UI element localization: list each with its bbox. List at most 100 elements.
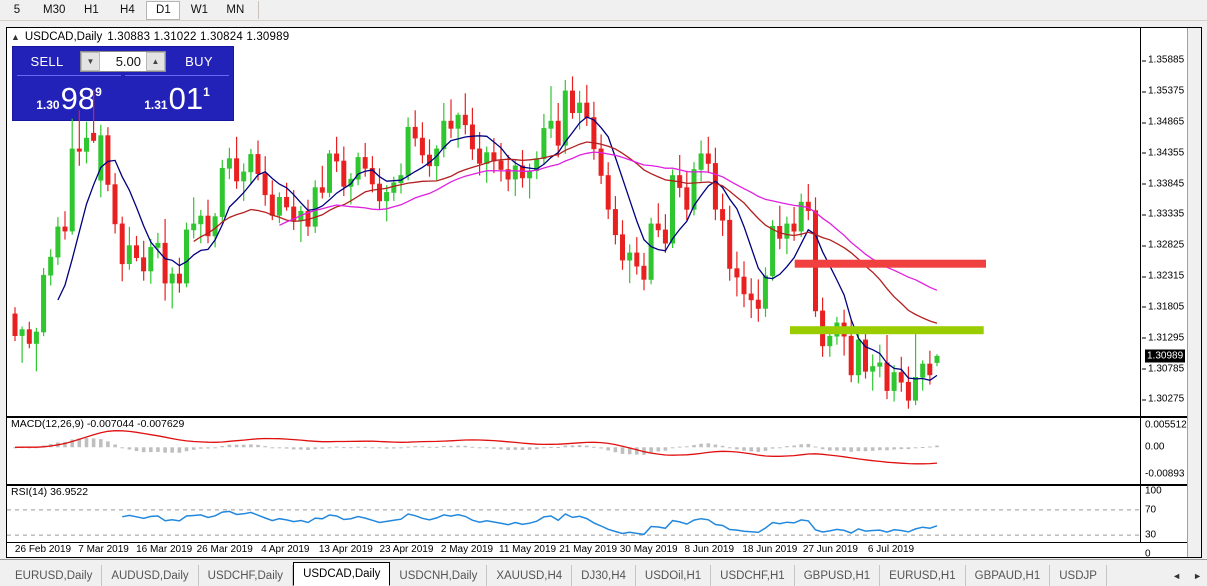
ma-fast-line (57, 116, 938, 382)
timeframe-button-h4[interactable]: H4 (120, 4, 135, 16)
resistance-line (794, 259, 986, 268)
one-click-trading-panel[interactable]: SELL ▼ 5.00 ▲ BUY 1.30 98 9 1.31 01 1 (12, 46, 234, 121)
chart-canvas[interactable]: ▲ USDCAD,Daily 1.30883 1.31022 1.30824 1… (6, 27, 1202, 560)
chart-tab-gbpusd-h1[interactable]: GBPUSD,H1 (795, 565, 881, 586)
timeframe-button-mn[interactable]: MN (226, 4, 245, 16)
toolbar-divider (258, 1, 260, 19)
timeframe-button-w1[interactable]: W1 (190, 4, 208, 16)
timeframe-toolbar: 5 M30 H1 H4 D1 W1 MN (0, 0, 1207, 21)
timeframe-button-5[interactable]: 5 (13, 4, 21, 16)
ma-mid-line (193, 141, 938, 324)
price-tick: 1.35375 (1142, 86, 1184, 97)
tick-mark (1142, 276, 1146, 278)
axis-divider (1140, 28, 1141, 542)
support-line (790, 326, 984, 335)
buy-price-big: 01 (168, 81, 204, 116)
chart-tab-dj30-h4[interactable]: DJ30,H4 (572, 565, 636, 586)
scroll-left-icon[interactable]: ◄ (1172, 570, 1182, 581)
date-tick: 30 May 2019 (619, 544, 678, 555)
tick-mark (1142, 337, 1146, 339)
panel-divider-rsi (7, 484, 1188, 486)
chart-tab-xauusd-h4[interactable]: XAUUSD,H4 (487, 565, 573, 586)
chart-ohlc-values: 1.30883 1.31022 1.30824 1.30989 (107, 31, 290, 43)
macd-tick: -0.00893 (1145, 468, 1185, 480)
macd-tick: 0.00 (1145, 441, 1165, 453)
chart-tab-usdcnh-daily[interactable]: USDCNH,Daily (390, 565, 488, 586)
candlestick-series (12, 76, 940, 409)
chart-tab-usdjp[interactable]: USDJP (1050, 565, 1107, 586)
rsi-tick: 30 (1145, 529, 1157, 541)
one-click-trading-top-row: SELL ▼ 5.00 ▲ BUY (13, 47, 233, 73)
chevron-down-icon[interactable]: ▼ (81, 52, 100, 71)
date-tick: 27 Jun 2019 (802, 544, 858, 555)
macd-signal-line (14, 430, 938, 465)
rsi-label: RSI(14) 36.9522 (11, 486, 89, 498)
chevron-up-icon[interactable]: ▲ (146, 52, 165, 71)
tick-mark (1142, 399, 1146, 401)
date-tick: 8 Jun 2019 (684, 544, 735, 555)
scroll-right-icon[interactable]: ► (1193, 570, 1202, 581)
tick-mark (1142, 214, 1146, 216)
rsi-tick: 100 (1145, 485, 1162, 497)
date-tick: 7 Mar 2019 (78, 544, 129, 555)
chart-tab-usdchf-daily[interactable]: USDCHF,Daily (199, 565, 294, 586)
chart-tab-usdcad-daily[interactable]: USDCAD,Daily (293, 562, 391, 586)
date-tick: 26 Mar 2019 (196, 544, 253, 555)
date-tick: 11 May 2019 (499, 544, 557, 555)
price-plot[interactable] (7, 28, 1188, 416)
price-tick: 1.31295 (1142, 332, 1184, 343)
date-tick: 2 May 2019 (440, 544, 494, 555)
rsi-plot[interactable] (7, 486, 1188, 559)
chart-tab-usdoil-h1[interactable]: USDOil,H1 (636, 565, 712, 586)
sell-button[interactable]: SELL (30, 54, 64, 69)
price-tick: 1.31805 (1142, 301, 1184, 312)
macd-axis: 0.005512 0.00 -0.00893 (1140, 418, 1188, 483)
chart-scrollbar[interactable] (1187, 28, 1201, 557)
sell-price-display[interactable]: 1.30 98 9 (17, 75, 121, 116)
macd-histogram (13, 438, 939, 455)
buy-button[interactable]: BUY (185, 54, 213, 69)
price-tick: 1.32315 (1142, 271, 1184, 282)
buy-price-prefix: 1.31 (144, 98, 168, 112)
price-tick: 1.34865 (1142, 117, 1184, 128)
chart-tab-usdchf-h1[interactable]: USDCHF,H1 (711, 565, 795, 586)
macd-tick: 0.005512 (1145, 419, 1187, 430)
chart-symbol-label: USDCAD,Daily (24, 31, 103, 43)
ma-slow-line (279, 151, 938, 291)
rsi-tick: 0 (1145, 548, 1151, 560)
price-tick: 1.35885 (1142, 55, 1184, 66)
price-axis[interactable]: 1.35885 1.35375 1.34865 1.34355 1.33845 1.333… (1140, 28, 1188, 416)
tick-mark (1142, 60, 1146, 62)
chart-tab-gbpaud-h1[interactable]: GBPAUD,H1 (966, 565, 1051, 586)
date-tick: 4 Apr 2019 (261, 544, 310, 555)
tick-mark (1142, 122, 1146, 124)
chart-tab-audusd-daily[interactable]: AUDUSD,Daily (102, 565, 199, 586)
lot-size-input[interactable]: 5.00 (115, 54, 141, 69)
buy-price-display[interactable]: 1.31 01 1 (125, 75, 229, 116)
rsi-axis: 100 70 30 0 (1140, 485, 1188, 560)
date-tick: 23 Apr 2019 (379, 544, 434, 555)
sell-price-big: 98 (60, 81, 96, 116)
tick-mark (1142, 245, 1146, 247)
chart-header: ▲ USDCAD,Daily 1.30883 1.31022 1.30824 1… (11, 30, 289, 44)
date-tick: 16 Mar 2019 (136, 544, 193, 555)
sell-price-fraction: 9 (95, 85, 102, 99)
timeframe-button-h1[interactable]: H1 (84, 4, 99, 16)
chart-tab-eurusd-h1[interactable]: EURUSD,H1 (880, 565, 966, 586)
chart-tab-bar: EURUSD,Daily AUDUSD,Daily USDCHF,Daily USDC… (0, 559, 1207, 586)
chart-tab-eurusd-daily[interactable]: EURUSD,Daily (6, 565, 103, 586)
timeframe-button-d1[interactable]: D1 (146, 0, 181, 20)
macd-plot[interactable] (7, 418, 1188, 483)
tick-mark (1142, 152, 1146, 154)
date-tick: 18 Jun 2019 (742, 544, 798, 555)
date-axis: 26 Feb 2019 7 Mar 2019 16 Mar 2019 26 Mar 2… (7, 542, 1188, 557)
tab-scroll-arrows: ◄ ► (1172, 565, 1207, 586)
lot-size-stepper[interactable]: ▼ 5.00 ▲ (80, 51, 166, 72)
buy-price-fraction: 1 (203, 85, 210, 99)
tick-mark (1142, 368, 1146, 370)
timeframe-button-m30[interactable]: M30 (43, 4, 66, 16)
collapse-icon[interactable]: ▲ (11, 32, 20, 42)
date-tick: 21 May 2019 (559, 544, 618, 555)
price-tick: 1.32825 (1142, 240, 1184, 251)
